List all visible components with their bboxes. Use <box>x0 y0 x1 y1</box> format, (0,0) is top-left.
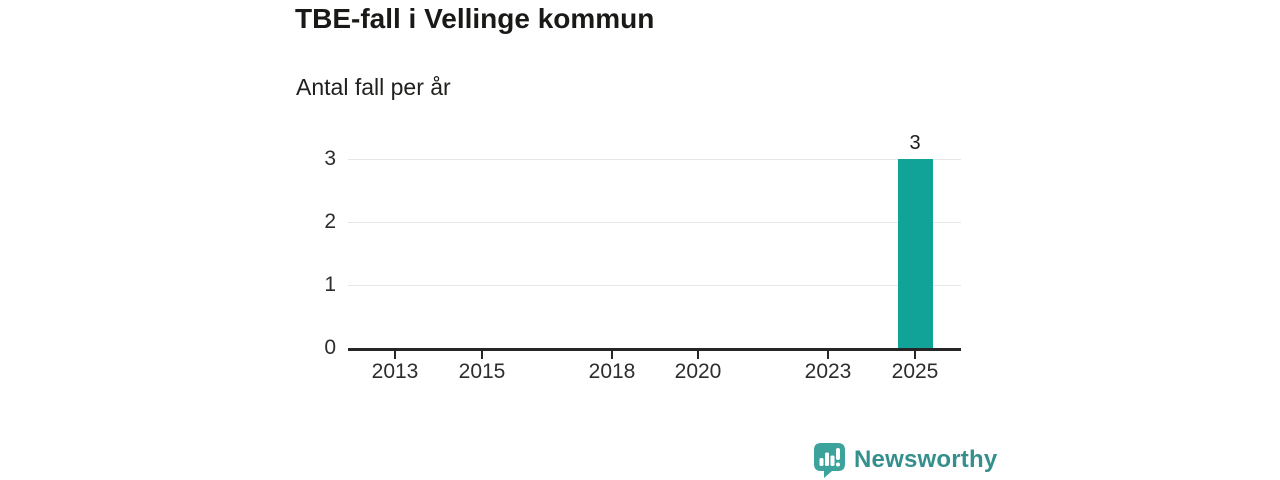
x-tick-2020 <box>697 351 699 359</box>
bar-2025 <box>898 159 933 348</box>
x-tick-2025 <box>914 351 916 359</box>
gridline-y-3 <box>348 159 961 160</box>
x-tick-2015 <box>481 351 483 359</box>
x-tick-2018 <box>611 351 613 359</box>
newsworthy-brand: Newsworthy <box>812 441 997 478</box>
chart-subtitle: Antal fall per år <box>296 74 451 100</box>
x-tick-2023 <box>827 351 829 359</box>
y-tick-label-3: 3 <box>324 147 336 170</box>
x-tick-label-2020: 2020 <box>674 360 722 383</box>
y-tick-label-2: 2 <box>324 210 336 233</box>
y-tick-label-0: 0 <box>324 336 336 359</box>
x-tick-label-2025: 2025 <box>891 360 939 383</box>
newsworthy-brand-name: Newsworthy <box>854 445 998 473</box>
y-tick-label-1: 1 <box>324 273 336 296</box>
x-tick-2013 <box>394 351 396 359</box>
x-tick-label-2013: 2013 <box>371 360 419 383</box>
x-tick-label-2015: 2015 <box>458 360 506 383</box>
newsworthy-logo-icon <box>814 443 845 478</box>
bar-value-label-2025: 3 <box>909 132 921 154</box>
gridline-y-2 <box>348 222 961 223</box>
x-tick-label-2023: 2023 <box>804 360 852 383</box>
gridline-y-1 <box>348 285 961 286</box>
plot-area <box>348 159 961 351</box>
chart-title: TBE-fall i Vellinge kommun <box>295 3 655 34</box>
x-tick-label-2018: 2018 <box>588 360 636 383</box>
